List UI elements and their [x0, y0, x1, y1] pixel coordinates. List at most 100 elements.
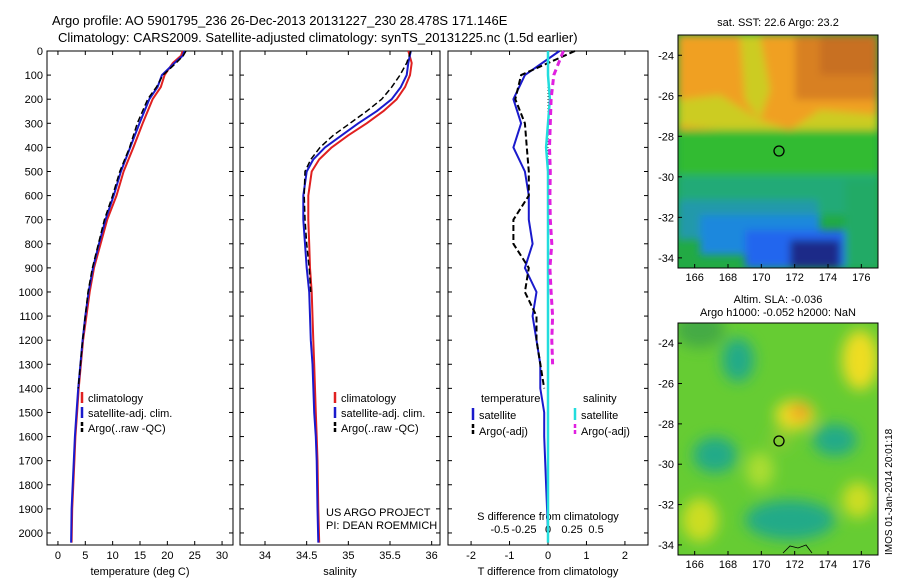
y-tick-label: 1800 [19, 480, 43, 492]
y-tick-label: 100 [25, 70, 43, 82]
x-axis-label: salinity [323, 566, 357, 578]
x-tick-label: 35 [342, 550, 354, 562]
series-line-salinity-satellite [544, 51, 552, 543]
legend-title-temperature: temperature [481, 393, 540, 405]
series-line-argo-raw-qc [303, 50, 412, 293]
legend-entry: satellite-adj. clim. [341, 408, 425, 420]
y-tick-label: 600 [25, 191, 43, 203]
imos-timestamp: IMOS 01-Jan-2014 20:01:18 [884, 428, 895, 555]
sla-map-title-line1: Altim. SLA: -0.036 [734, 294, 823, 306]
y-tick-label: 1700 [19, 456, 43, 468]
sla-map-axes: 166 168 170 172 174 176 -24 -26 -28 -30 -32 -34 [658, 338, 870, 571]
legend-entry: Argo(..raw -QC) [88, 423, 166, 435]
map-y-tick-label: -30 [658, 459, 674, 471]
x-tick-label: 25 [189, 550, 201, 562]
salinity-profile: 34 34.5 35 35.5 36 salinity climatology satelli… [239, 50, 441, 578]
x-tick-label: 20 [161, 550, 173, 562]
figure-title-line2: Climatology: CARS2009. Satellite-adjuste… [58, 30, 578, 45]
x-tick-label: 0 [545, 550, 551, 562]
map-x-tick-label: 174 [819, 559, 837, 571]
legend-entry: satellite [479, 410, 516, 422]
x-tick-label: 5 [82, 550, 88, 562]
x-tick-label: 34.5 [296, 550, 317, 562]
sla-map: Altim. SLA: -0.036 Argo h1000: -0.052 h2… [658, 294, 879, 571]
x-tick-label: -2 [466, 550, 476, 562]
sst-map-frame [677, 34, 879, 269]
legend-entry: Argo(-adj) [581, 426, 630, 438]
map-y-tick-label: -24 [658, 338, 674, 350]
series-line-salinity-argo-adj [548, 50, 565, 365]
map-y-tick-label: -34 [658, 253, 674, 265]
y-tick-label: 700 [25, 215, 43, 227]
y-tick-label: 200 [25, 94, 43, 106]
x-tick-label: 0 [55, 550, 61, 562]
map-y-tick-label: -30 [658, 172, 674, 184]
map-y-tick-label: -24 [658, 50, 674, 62]
top-x-tick-label: -0.25 [511, 524, 536, 536]
sla-map-field [678, 323, 878, 555]
map-y-tick-label: -28 [658, 419, 674, 431]
map-x-tick-label: 166 [685, 272, 703, 284]
map-x-tick-label: 168 [719, 272, 737, 284]
x-tick-label: 30 [216, 550, 228, 562]
temperature-profile-frame [46, 50, 234, 546]
map-x-tick-label: 170 [752, 272, 770, 284]
x-tick-label: 1 [583, 550, 589, 562]
series-line-satellite-adj-clim [302, 50, 412, 543]
map-x-tick-label: 172 [785, 272, 803, 284]
series-line-temperature-satellite [512, 50, 561, 534]
y-tick-label: 1400 [19, 383, 43, 395]
x-tick-label: -1 [505, 550, 515, 562]
sst-map-argo-marker [773, 145, 785, 157]
x-tick-label: 34 [259, 550, 271, 562]
y-tick-label: 2000 [19, 528, 43, 540]
y-tick-label: 300 [25, 118, 43, 130]
x-tick-label: 35.5 [379, 550, 400, 562]
top-x-tick-label: 0.25 [561, 524, 582, 536]
y-tick-label: 900 [25, 263, 43, 275]
figure-title-line1: Argo profile: AO 5901795_236 26-Dec-2013… [52, 13, 508, 28]
y-tick-label: 0 [37, 46, 43, 58]
map-x-tick-label: 168 [719, 559, 737, 571]
x-tick-label: 36 [426, 550, 438, 562]
y-tick-label: 1500 [19, 407, 43, 419]
legend-entry: climatology [341, 393, 397, 405]
pi-label: PI: DEAN ROEMMICH [326, 520, 437, 532]
y-tick-label: 1100 [19, 311, 43, 323]
map-x-tick-label: 174 [819, 272, 837, 284]
y-tick-label: 400 [25, 142, 43, 154]
map-y-tick-label: -32 [658, 500, 674, 512]
top-x-tick-label: -0.5 [490, 524, 509, 536]
map-y-tick-label: -26 [658, 379, 674, 391]
series-line-temperature-argo-adj [512, 50, 576, 389]
map-x-tick-label: 176 [852, 559, 870, 571]
series-line-climatology [307, 50, 413, 543]
map-x-tick-label: 172 [785, 559, 803, 571]
x-tick-label: 10 [107, 550, 119, 562]
y-tick-label: 1000 [19, 287, 43, 299]
legend-entry: Argo(-adj) [479, 426, 528, 438]
legend-title-salinity: salinity [583, 393, 617, 405]
legend-entry: satellite [581, 410, 618, 422]
y-tick-label: 1300 [19, 359, 43, 371]
x-tick-label: 15 [134, 550, 146, 562]
map-x-tick-label: 176 [852, 272, 870, 284]
sla-map-frame [677, 322, 879, 556]
y-tick-label: 1600 [19, 432, 43, 444]
map-x-tick-label: 166 [685, 559, 703, 571]
project-label: US ARGO PROJECT [326, 507, 431, 519]
map-y-tick-label: -26 [658, 91, 674, 103]
legend-entry: climatology [88, 393, 144, 405]
sla-map-title-line2: Argo h1000: -0.052 h2000: NaN [700, 307, 856, 319]
x-axis-label: T difference from climatology [478, 566, 619, 578]
sst-map-field [678, 35, 878, 268]
sst-map: sat. SST: 22.6 Argo: 23.2 166 168 170 172 17… [658, 17, 879, 284]
y-tick-label: 500 [25, 166, 43, 178]
sst-map-title: sat. SST: 22.6 Argo: 23.2 [717, 17, 839, 29]
difference-profile: -2 -1 0 1 2-0.5 -0.25 0 0.25 0.5S difference fro… [447, 50, 649, 578]
x-tick-label: 2 [622, 550, 628, 562]
series-line-argo-raw-qc [77, 50, 187, 389]
map-y-tick-label: -28 [658, 131, 674, 143]
legend-entry: satellite-adj. clim. [88, 408, 172, 420]
